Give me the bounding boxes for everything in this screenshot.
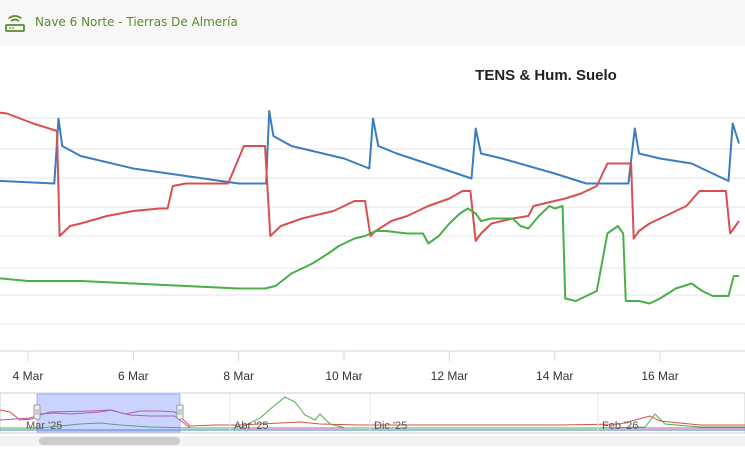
navigator-series-red (0, 409, 745, 427)
series-line-3 (0, 205, 739, 305)
x-axis-ticks: 4 Mar 6 Mar 8 Mar 10 Mar 12 Mar 14 Mar 16 Mar (13, 351, 679, 383)
navigator-label: Mar '25 (26, 420, 62, 432)
navigator-selection (36, 393, 181, 433)
chart-title: TENS & Hum. Suelo (475, 67, 617, 84)
site-title: Nave 6 Norte - Tierras De Almería (35, 15, 238, 29)
x-tick-label: 4 Mar (13, 369, 44, 383)
x-tick-label: 14 Mar (536, 369, 573, 383)
header-bar: Nave 6 Norte - Tierras De Almería (0, 0, 745, 46)
x-tick-label: 8 Mar (223, 369, 254, 383)
scrollbar-thumb (39, 437, 180, 445)
series-line-2 (0, 111, 740, 242)
router-wifi-icon (5, 15, 25, 32)
navigator-label: Feb '26 (602, 420, 638, 432)
x-tick-label: 16 Mar (641, 369, 678, 383)
x-tick-label: 6 Mar (118, 369, 149, 383)
navigator-label: Dic '25 (374, 420, 407, 432)
navigator-series-green (0, 396, 745, 429)
navigator-label: Abr '25 (234, 420, 269, 432)
navigator-handle-right (176, 404, 184, 420)
chart-series (0, 110, 740, 305)
x-tick-label: 12 Mar (431, 369, 468, 383)
navigator-frame (0, 392, 745, 434)
series-line-1 (0, 110, 740, 185)
scrollbar-track (0, 436, 745, 446)
navigator-handle-left (33, 404, 41, 420)
x-tick-label: 10 Mar (325, 369, 362, 383)
